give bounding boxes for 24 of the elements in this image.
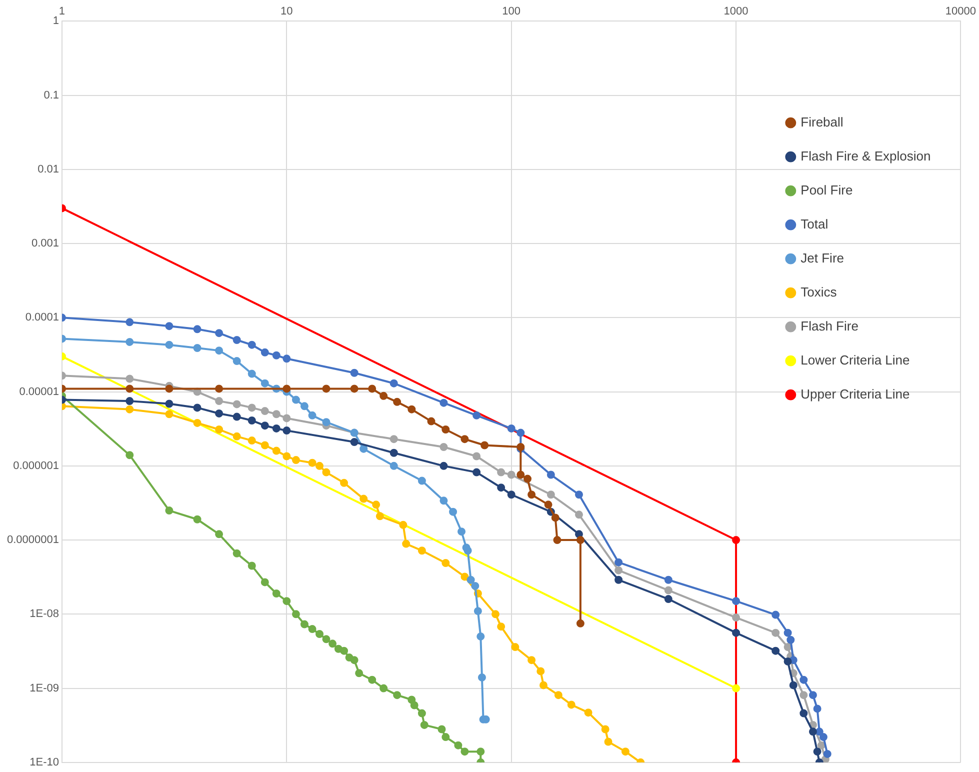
y-tick-label: 0.1 — [44, 89, 59, 102]
y-tick-label: 1 — [52, 15, 59, 28]
legend-label: Flash Fire — [800, 318, 858, 334]
legend-label: Toxics — [800, 284, 838, 300]
y-tick-label: 1E-10 — [30, 756, 59, 768]
y-tick-label: 0.0001 — [25, 312, 59, 324]
y-tick-label: 1E-09 — [30, 682, 59, 694]
legend-label: Flash Fire & Explosion — [800, 148, 931, 164]
legend-label: Fireball — [800, 114, 844, 130]
legend-label: Pool Fire — [800, 182, 853, 198]
x-tick-label: 100 — [502, 6, 521, 18]
legend-label: Upper Criteria Line — [800, 386, 910, 402]
y-tick-label: 0.0000001 — [7, 534, 59, 546]
y-tick-label: 0.001 — [31, 238, 59, 250]
x-tick-label: 1000 — [724, 6, 748, 18]
y-tick-label: 0.00001 — [19, 386, 59, 398]
legend-label: Jet Fire — [800, 250, 844, 266]
y-tick-label: 0.01 — [38, 163, 59, 176]
x-tick-label: 10 — [280, 6, 293, 18]
legend-label: Lower Criteria Line — [800, 352, 910, 368]
legend-label: Total — [800, 216, 828, 232]
y-tick-label: 0.000001 — [13, 460, 59, 472]
x-tick-label: 10000 — [945, 6, 976, 18]
y-tick-label: 1E-08 — [30, 608, 59, 620]
